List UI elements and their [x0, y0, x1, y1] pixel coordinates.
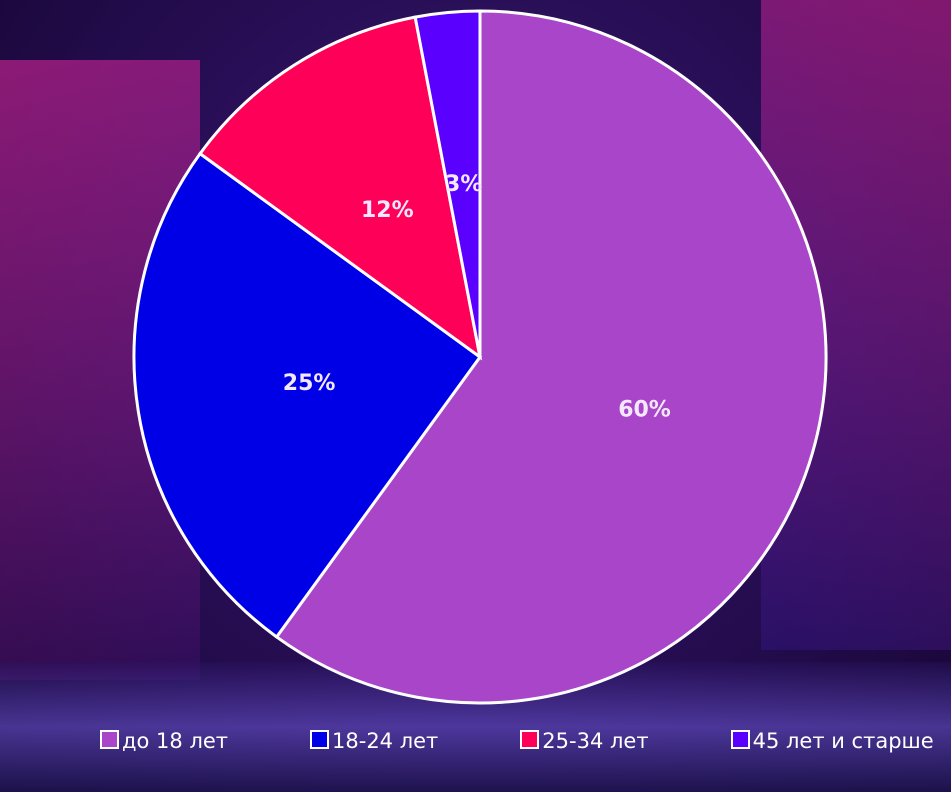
legend-label: до 18 лет — [122, 729, 229, 753]
data-label: 60% — [618, 397, 671, 422]
legend-item: 18-24 лет — [310, 729, 438, 753]
legend-item: 45 лет и старше — [730, 729, 934, 753]
pie-slice — [197, 15, 483, 361]
legend-swatch — [100, 730, 119, 749]
pie-slice — [413, 9, 482, 358]
legend-swatch — [310, 730, 330, 749]
data-label: 25% — [283, 371, 336, 396]
legend-swatch — [520, 730, 540, 749]
legend: до 18 лет 18-24 лет 25-34 лет 45 лет и стар… — [0, 726, 951, 756]
data-label: 12% — [361, 198, 414, 223]
data-label: 3% — [445, 172, 482, 197]
legend-label: 18-24 лет — [332, 729, 439, 753]
legend-label: 45 лет и старше — [752, 729, 934, 753]
legend-label: 25-34 лет — [542, 729, 649, 753]
legend-swatch — [730, 730, 750, 749]
pie-slice — [274, 9, 828, 705]
legend-item: до 18 лет — [100, 729, 228, 753]
pie-slice — [132, 151, 483, 640]
legend-item: 25-34 лет — [520, 729, 649, 753]
